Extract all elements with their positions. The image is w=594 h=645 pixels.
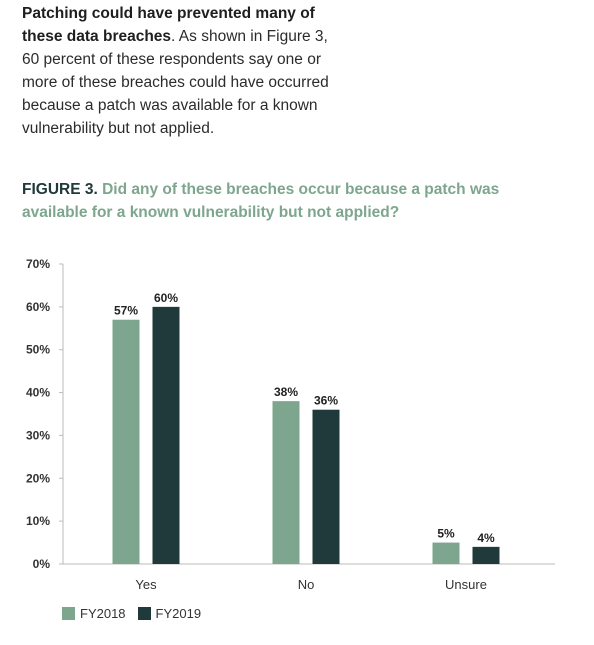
intro-line-4: more of these breaches could have occurr… xyxy=(22,74,329,91)
y-tick-label: 60% xyxy=(26,300,50,314)
legend-label-fy2018: FY2018 xyxy=(80,606,126,621)
y-tick-label: 10% xyxy=(26,514,50,528)
bar-chart: 0% 10% 20% 30% 40% 50% 60% 70% 57% 60% Yes 38% 36% No… xyxy=(26,257,555,592)
figure-title-line-1: FIGURE 3. Did any of these breaches occu… xyxy=(22,178,582,201)
figure-question-line-2: available for a known vulnerability but … xyxy=(22,204,400,221)
data-label-fy2019-no: 36% xyxy=(314,394,338,408)
y-tick-label: 20% xyxy=(26,471,50,485)
y-tick-label: 40% xyxy=(26,386,50,400)
bar-fy2019-no xyxy=(312,409,340,564)
intro-line-6: vulnerability but not applied. xyxy=(22,120,215,137)
intro-line-2-text: . As shown in Figure 3, xyxy=(171,28,328,45)
intro-line-1-bold: Patching could have prevented many of xyxy=(22,5,315,22)
legend-swatch-fy2019 xyxy=(137,607,151,620)
data-label-fy2019-yes: 60% xyxy=(154,291,178,305)
intro-paragraph: Patching could have prevented many of th… xyxy=(22,2,582,140)
x-category-label-unsure: Unsure xyxy=(445,577,487,592)
data-label-fy2018-yes: 57% xyxy=(114,304,138,318)
intro-line-5: because a patch was available for a know… xyxy=(22,97,318,114)
y-tick-label: 70% xyxy=(26,257,50,271)
intro-line-2: these data breaches. As shown in Figure … xyxy=(22,25,582,48)
figure-label: FIGURE 3. xyxy=(22,181,98,198)
legend-item-fy2018: FY2018 xyxy=(62,606,126,621)
bar-fy2018-yes xyxy=(112,319,140,564)
intro-line-3: 60 percent of these respondents say one … xyxy=(22,51,322,68)
y-tick-label: 0% xyxy=(33,557,51,571)
x-category-label-no: No xyxy=(298,577,315,592)
intro-line-2-bold: these data breaches xyxy=(22,28,172,45)
y-tick-label: 30% xyxy=(26,428,50,442)
data-label-fy2018-unsure: 5% xyxy=(437,527,455,541)
legend-item-fy2019: FY2019 xyxy=(137,606,202,621)
figure-question-line-1: Did any of these breaches occur because … xyxy=(102,181,500,198)
x-category-label-yes: Yes xyxy=(135,577,157,592)
bar-fy2019-unsure xyxy=(472,546,500,564)
bar-fy2018-unsure xyxy=(432,542,460,564)
bar-fy2018-no xyxy=(272,401,300,564)
legend-swatch-fy2018 xyxy=(62,607,75,620)
bar-fy2019-yes xyxy=(152,306,180,564)
data-label-fy2019-unsure: 4% xyxy=(477,531,495,545)
legend-label-fy2019: FY2019 xyxy=(155,606,202,621)
chart-legend: FY2018 FY2019 xyxy=(62,606,213,621)
figure-title: FIGURE 3. Did any of these breaches occu… xyxy=(22,178,582,224)
data-label-fy2018-no: 38% xyxy=(274,385,298,399)
intro-line-1: Patching could have prevented many of xyxy=(22,2,582,25)
y-tick-label: 50% xyxy=(26,343,50,357)
